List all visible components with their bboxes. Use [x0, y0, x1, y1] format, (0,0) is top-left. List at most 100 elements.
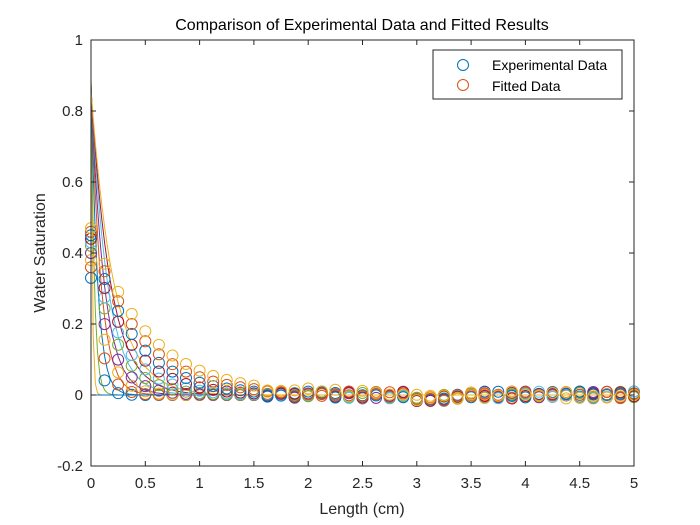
x-tick-label: 4 — [521, 475, 529, 492]
data-point — [614, 387, 627, 400]
data-point — [519, 391, 532, 404]
data-point — [112, 378, 125, 391]
data-point — [152, 379, 165, 392]
data-point — [247, 379, 260, 392]
data-point — [152, 372, 165, 385]
data-point — [329, 383, 342, 396]
data-point — [180, 365, 193, 378]
x-tick-label: 1.5 — [243, 475, 264, 492]
data-point — [356, 384, 369, 397]
data-point — [234, 381, 247, 394]
data-point — [193, 384, 206, 397]
x-tick-label: 0.5 — [135, 475, 156, 492]
y-tick-label: 0.2 — [62, 316, 83, 333]
x-tick-label: 0 — [87, 475, 95, 492]
data-point — [193, 364, 206, 377]
data-point — [234, 384, 247, 397]
data-point — [98, 291, 111, 304]
data-point — [180, 357, 193, 370]
data-point — [302, 382, 315, 395]
data-point — [220, 385, 233, 398]
data-point — [614, 390, 627, 403]
data-point — [424, 389, 437, 402]
data-point — [193, 381, 206, 394]
y-tick-label: 0.6 — [62, 174, 83, 191]
data-point — [410, 388, 423, 401]
data-point — [207, 380, 220, 393]
data-point — [125, 371, 138, 384]
data-point — [587, 390, 600, 403]
data-point — [193, 371, 206, 384]
fit-curve-0 — [90, 75, 634, 396]
data-point — [478, 387, 491, 400]
data-point — [112, 285, 125, 298]
legend-label-fitted: Fitted Data — [492, 78, 561, 94]
data-point — [152, 338, 165, 351]
data-point — [166, 349, 179, 362]
data-point — [600, 391, 613, 404]
data-point — [152, 348, 165, 361]
data-point — [139, 344, 152, 357]
data-point — [397, 391, 410, 404]
data-point — [125, 379, 138, 392]
data-point — [98, 273, 111, 286]
data-point — [180, 377, 193, 390]
data-point — [152, 387, 165, 400]
y-tick-label: -0.2 — [57, 458, 83, 475]
data-point — [315, 389, 328, 402]
data-point — [98, 302, 111, 315]
data-point — [125, 349, 138, 361]
data-point — [112, 295, 125, 308]
data-point — [573, 391, 586, 404]
data-point — [139, 380, 152, 393]
data-point — [560, 386, 573, 399]
data-point — [234, 377, 247, 390]
data-point — [342, 385, 355, 398]
data-point — [98, 374, 111, 387]
data-point — [139, 363, 152, 376]
x-tick-label: 4.5 — [569, 475, 590, 492]
data-point — [139, 388, 152, 401]
data-point — [573, 388, 586, 401]
data-point — [207, 375, 220, 388]
x-tick-label: 5 — [630, 475, 638, 492]
data-point — [180, 372, 193, 385]
data-point — [180, 382, 193, 395]
data-point — [112, 366, 125, 379]
data-point — [112, 304, 125, 317]
data-point — [166, 383, 179, 396]
y-tick-label: 1 — [75, 32, 83, 49]
data-point — [424, 392, 437, 405]
data-point — [505, 391, 518, 404]
data-point — [166, 358, 179, 371]
data-point — [437, 389, 450, 402]
data-point — [370, 391, 383, 404]
data-point — [125, 307, 138, 320]
legend-box — [432, 49, 623, 100]
data-point — [207, 383, 220, 396]
fit-curve-1 — [90, 79, 634, 396]
data-point — [356, 390, 369, 403]
data-point — [397, 388, 410, 401]
x-tick-label: 3.5 — [461, 475, 482, 492]
data-point — [125, 338, 138, 351]
data-point — [546, 387, 559, 400]
data-point — [383, 386, 396, 399]
data-point — [519, 386, 532, 399]
data-point — [98, 282, 111, 295]
x-tick-label: 3 — [413, 475, 421, 492]
fit-curve-2 — [90, 82, 634, 396]
legend-label-experimental: Experimental Data — [492, 57, 607, 73]
y-axis: -0.2 0 0.2 0.4 0.6 0.8 1 — [57, 32, 634, 475]
data-point — [465, 388, 478, 401]
data-point — [410, 394, 423, 407]
data-point — [600, 386, 613, 398]
data-point — [152, 365, 165, 378]
data-point — [220, 378, 233, 391]
chart-title: Comparison of Experimental Data and Fitt… — [175, 17, 549, 34]
data-point — [275, 384, 288, 397]
data-point — [152, 384, 165, 397]
data-point — [98, 333, 111, 346]
